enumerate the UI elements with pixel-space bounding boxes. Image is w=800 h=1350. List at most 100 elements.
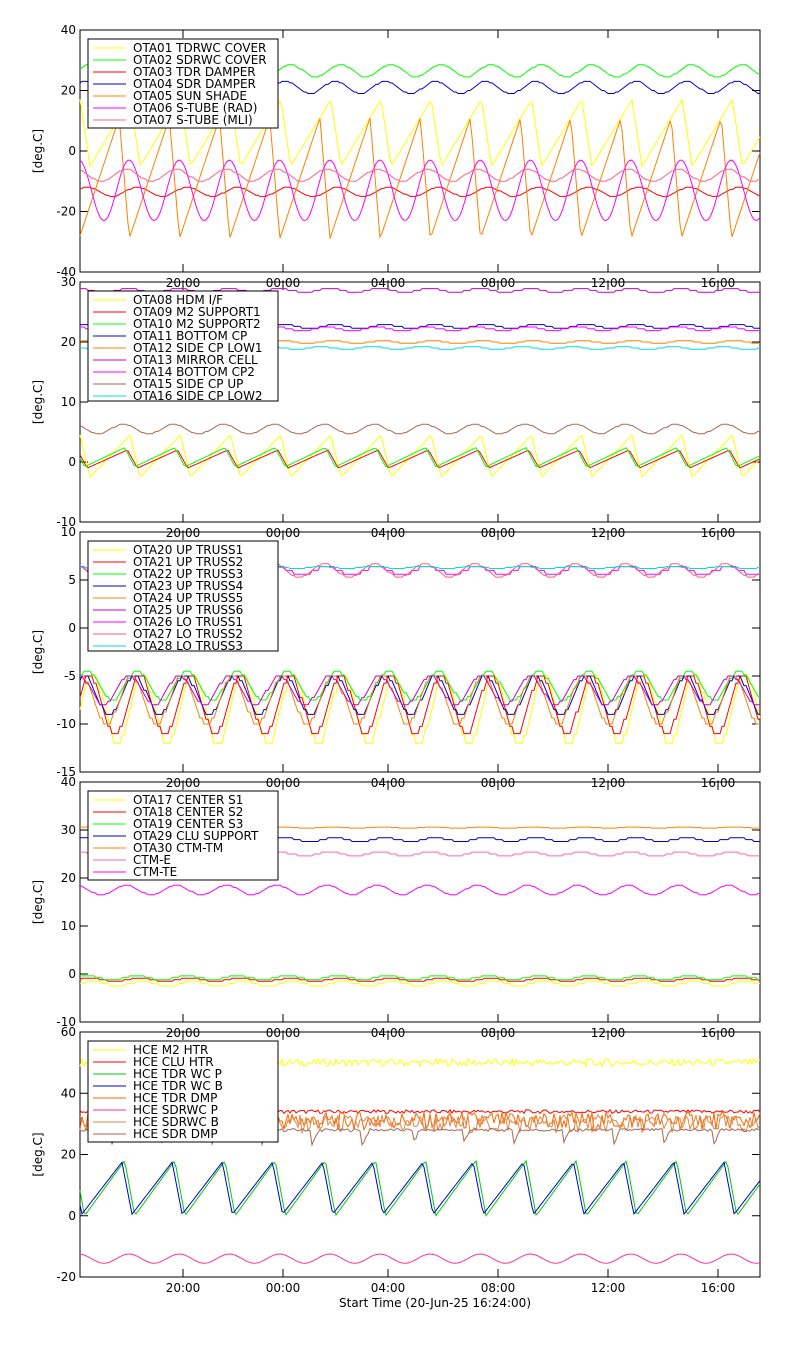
x-axis-label: Start Time (20-Jun-25 16:24:00) bbox=[339, 1296, 531, 1310]
x-tick-label: 08:00 bbox=[481, 1281, 516, 1295]
legend-label: OTA19 CENTER S3 bbox=[133, 817, 243, 831]
x-tick-label: 16:00 bbox=[701, 1281, 736, 1295]
series-line bbox=[79, 1253, 761, 1264]
series-line bbox=[79, 1159, 761, 1217]
legend-label: OTA28 LO TRUSS3 bbox=[133, 639, 243, 653]
legend-label: OTA21 UP TRUSS2 bbox=[133, 555, 243, 569]
series-line bbox=[79, 117, 761, 239]
legend-label: OTA02 SDRWC COVER bbox=[133, 53, 267, 67]
legend-label: HCE TDR WC B bbox=[133, 1079, 223, 1093]
series-line bbox=[79, 168, 760, 182]
y-tick-label: 0 bbox=[68, 455, 76, 469]
legend-box bbox=[87, 290, 279, 402]
legend-label: OTA09 M2 SUPPORT1 bbox=[133, 305, 261, 319]
series-line bbox=[79, 159, 761, 222]
legend-label: OTA30 CTM-TM bbox=[133, 841, 223, 855]
legend-label: OTA20 UP TRUSS1 bbox=[133, 543, 243, 557]
y-tick-label: 40 bbox=[61, 23, 76, 37]
legend-label: HCE SDRWC P bbox=[133, 1103, 218, 1117]
y-axis-label: [deg.C] bbox=[31, 630, 45, 674]
plot-frame bbox=[79, 781, 761, 1023]
series-line bbox=[79, 98, 761, 168]
x-tick-label: 00:00 bbox=[266, 1281, 301, 1295]
legend-label: OTA08 HDM I/F bbox=[133, 293, 223, 307]
legend-label: OTA04 SDR DAMPER bbox=[133, 77, 256, 91]
series-line bbox=[79, 447, 761, 468]
legend-label: OTA11 BOTTOM CP bbox=[133, 329, 247, 343]
y-axis-label: [deg.C] bbox=[31, 1132, 45, 1176]
series-line bbox=[79, 423, 760, 435]
legend-label: OTA29 CLU SUPPORT bbox=[133, 829, 259, 843]
legend-box bbox=[87, 1040, 279, 1143]
y-axis-label: [deg.C] bbox=[31, 129, 45, 173]
series-line bbox=[79, 884, 760, 896]
y-tick-label: 10 bbox=[61, 525, 76, 539]
y-tick-label: 5 bbox=[68, 573, 76, 587]
series-line bbox=[79, 449, 761, 469]
x-tick-label: 12:00 bbox=[591, 1281, 626, 1295]
legend-label: OTA01 TDRWC COVER bbox=[133, 41, 266, 55]
legend-label: HCE CLU HTR bbox=[133, 1055, 214, 1069]
legend-label: OTA25 UP TRUSS6 bbox=[133, 603, 243, 617]
y-tick-label: 0 bbox=[68, 144, 76, 158]
series-line bbox=[80, 675, 760, 725]
legend-label: OTA24 UP TRUSS5 bbox=[133, 591, 243, 605]
legend-label: OTA10 M2 SUPPORT2 bbox=[133, 317, 261, 331]
legend-label: OTA07 S-TUBE (MLI) bbox=[133, 113, 253, 127]
y-axis-label: [deg.C] bbox=[31, 380, 45, 424]
legend-label: HCE TDR DMP bbox=[133, 1091, 217, 1105]
legend-label: OTA15 SIDE CP UP bbox=[133, 377, 243, 391]
series-line bbox=[79, 675, 760, 735]
series-line bbox=[80, 975, 760, 981]
series-line bbox=[80, 670, 760, 701]
legend-label: HCE SDR DMP bbox=[133, 1127, 218, 1141]
y-tick-label: -10 bbox=[56, 515, 76, 529]
y-tick-label: 40 bbox=[61, 775, 76, 789]
legend-label: OTA23 UP TRUSS4 bbox=[133, 579, 243, 593]
y-tick-label: -40 bbox=[56, 265, 76, 279]
y-tick-label: 10 bbox=[61, 919, 76, 933]
series-line bbox=[80, 288, 760, 293]
y-tick-label: -20 bbox=[56, 205, 76, 219]
legend-label: OTA22 UP TRUSS3 bbox=[133, 567, 243, 581]
legend-label: OTA05 SUN SHADE bbox=[133, 89, 247, 103]
y-tick-label: 30 bbox=[61, 823, 76, 837]
legend-label: OTA03 TDR DAMPER bbox=[133, 65, 256, 79]
x-tick-label: 04:00 bbox=[371, 1281, 406, 1295]
y-tick-label: -10 bbox=[56, 717, 76, 731]
y-tick-label: 60 bbox=[61, 1025, 76, 1039]
legend-label: CTM-TE bbox=[133, 865, 177, 879]
y-axis-label: [deg.C] bbox=[31, 880, 45, 924]
y-tick-label: -10 bbox=[56, 1015, 76, 1029]
legend-label: OTA12 SIDE CP LOW1 bbox=[133, 341, 263, 355]
legend-label: OTA13 MIRROR CELL bbox=[133, 353, 258, 367]
series-line bbox=[79, 434, 761, 479]
series-line bbox=[80, 186, 760, 197]
legend-box bbox=[87, 540, 279, 652]
legend-label: OTA06 S-TUBE (RAD) bbox=[133, 101, 257, 115]
legend-label: HCE TDR WC P bbox=[133, 1067, 222, 1081]
series-line bbox=[80, 980, 760, 987]
y-tick-label: 0 bbox=[68, 1209, 76, 1223]
y-tick-label: 20 bbox=[61, 1148, 76, 1162]
y-tick-label: 10 bbox=[61, 395, 76, 409]
y-tick-label: 20 bbox=[61, 871, 76, 885]
y-tick-label: 20 bbox=[61, 84, 76, 98]
y-tick-label: 0 bbox=[68, 967, 76, 981]
legend-label: OTA16 SIDE CP LOW2 bbox=[133, 389, 263, 403]
y-tick-label: 40 bbox=[61, 1086, 76, 1100]
y-tick-label: -15 bbox=[56, 765, 76, 779]
legend-label: OTA17 CENTER S1 bbox=[133, 793, 243, 807]
y-tick-label: 0 bbox=[68, 621, 76, 635]
legend-label: HCE M2 HTR bbox=[133, 1043, 208, 1057]
legend-label: OTA14 BOTTOM CP2 bbox=[133, 365, 255, 379]
legend-label: OTA27 LO TRUSS2 bbox=[133, 627, 243, 641]
y-tick-label: -20 bbox=[56, 1270, 76, 1284]
y-tick-label: 30 bbox=[61, 275, 76, 289]
plot-frame bbox=[79, 531, 761, 773]
series-line bbox=[80, 675, 760, 706]
y-tick-label: 20 bbox=[61, 335, 76, 349]
legend-label: OTA26 LO TRUSS1 bbox=[133, 615, 243, 629]
legend-label: HCE SDRWC B bbox=[133, 1115, 219, 1129]
